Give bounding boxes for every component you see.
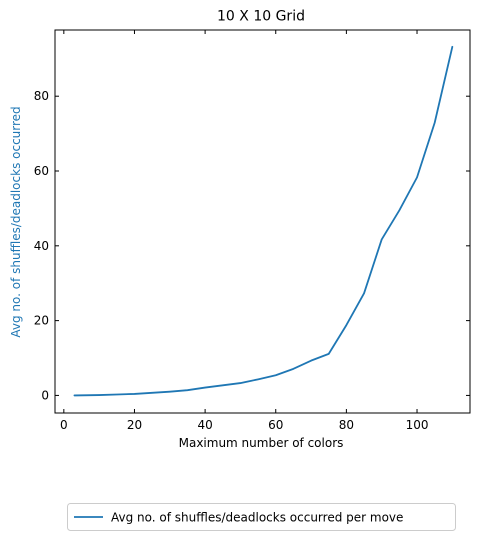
x-tick-label: 20	[127, 418, 142, 432]
x-tick-label: 40	[197, 418, 212, 432]
y-tick-label: 80	[34, 89, 49, 103]
legend-label: Avg no. of shuffles/deadlocks occurred p…	[111, 511, 403, 525]
legend-box	[67, 503, 456, 531]
y-axis-label: Avg no. of shuffles/deadlocks occurred	[9, 106, 23, 337]
y-tick-label: 60	[34, 164, 49, 178]
plot-frame	[54, 29, 471, 414]
x-tick-label: 100	[406, 418, 429, 432]
y-tick-label: 0	[41, 388, 49, 402]
x-axis-ticks: 0 20 40 60 80 100	[60, 30, 428, 432]
x-tick-label: 80	[339, 418, 354, 432]
y-axis-ticks: 0 20 40 60 80	[34, 89, 470, 402]
y-tick-label: 20	[34, 314, 49, 328]
x-axis-label: Maximum number of colors	[179, 436, 344, 450]
chart-title: 10 X 10 Grid	[217, 9, 305, 25]
legend: Avg no. of shuffles/deadlocks occurred p…	[67, 503, 456, 531]
series-line	[73, 45, 454, 397]
x-tick-label: 60	[268, 418, 283, 432]
x-tick-label: 0	[60, 418, 68, 432]
y-tick-label: 40	[34, 239, 49, 253]
